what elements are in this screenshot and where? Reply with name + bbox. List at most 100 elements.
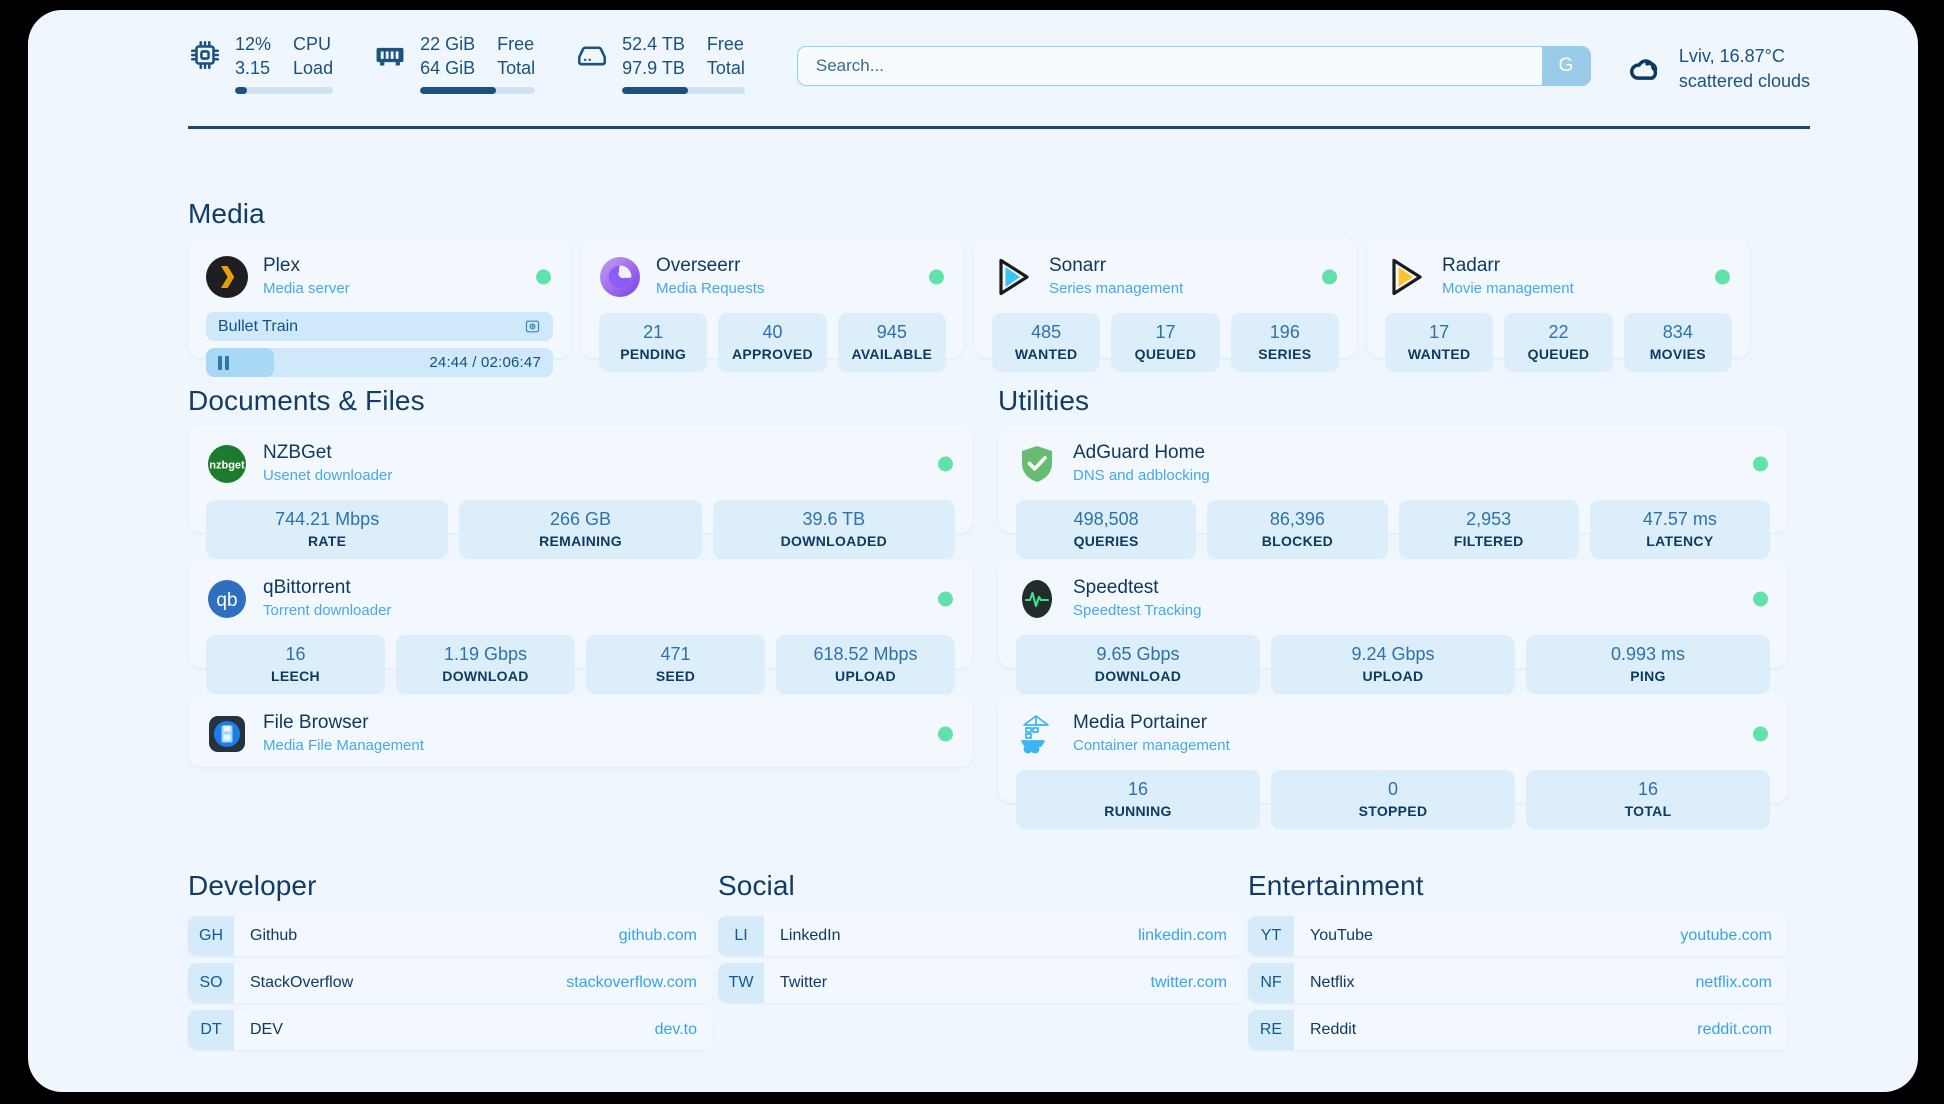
service-card[interactable]: qb qBittorrent Torrent downloader 16 LEE… — [188, 560, 973, 694]
stat-tile[interactable]: 266 GB REMAINING — [459, 500, 702, 559]
stat-tile-value: 266 GB — [549, 509, 612, 529]
stat-tile-label: MOVIES — [1649, 346, 1706, 362]
bookmark-item[interactable]: LI LinkedIn linkedin.com — [718, 916, 1243, 956]
bookmark-name: Reddit — [1310, 1021, 1357, 1038]
stat-tile[interactable]: 16 LEECH — [206, 635, 385, 694]
stat-tile[interactable]: 39.6 TB DOWNLOADED — [712, 500, 955, 559]
bookmark-group-title: Social — [718, 870, 795, 901]
status-indicator — [929, 269, 944, 284]
stat-tile[interactable]: 16 RUNNING — [1016, 770, 1260, 829]
service-card[interactable]: Plex Media server Bullet Train 24:44 / 0… — [188, 238, 571, 377]
stat-tile[interactable]: 485 WANTED — [992, 313, 1101, 372]
stat-tile[interactable]: 9.65 Gbps DOWNLOAD — [1016, 635, 1260, 694]
bookmark-item[interactable]: DT DEV dev.to — [188, 1010, 713, 1050]
stat-tile[interactable]: 2,953 FILTERED — [1398, 500, 1579, 559]
bookmark-url: stackoverflow.com — [566, 974, 697, 991]
status-indicator — [938, 726, 953, 741]
stat-tile-label: LEECH — [271, 668, 320, 684]
stat-tile-label: WANTED — [1407, 346, 1471, 362]
stat-tile-label: FILTERED — [1453, 533, 1524, 549]
bookmark-item[interactable]: SO StackOverflow stackoverflow.com — [188, 963, 713, 1003]
stat-tile-label: UPLOAD — [835, 668, 896, 684]
stat-tile-label: RATE — [308, 533, 347, 549]
app-name: Sonarr — [1049, 255, 1107, 276]
bookmark-url: github.com — [618, 927, 697, 944]
stat-tile[interactable]: 834 MOVIES — [1623, 313, 1732, 372]
ram-icon — [373, 38, 407, 72]
stat-tile[interactable]: 17 QUEUED — [1111, 313, 1220, 372]
radarr-icon — [1385, 256, 1427, 298]
stat-tile[interactable]: 1.19 Gbps DOWNLOAD — [396, 635, 575, 694]
service-card[interactable]: Sonarr Series management 485 WANTED 17 Q… — [974, 238, 1357, 372]
stat-tile[interactable]: 16 TOTAL — [1526, 770, 1770, 829]
now-playing-bar[interactable]: Bullet Train — [206, 312, 553, 341]
stat-tile[interactable]: 0.993 ms PING — [1526, 635, 1770, 694]
bookmark-badge: LI — [718, 916, 764, 956]
app-name: NZBGet — [263, 442, 332, 463]
bookmark-item[interactable]: YT YouTube youtube.com — [1248, 916, 1788, 956]
overseerr-icon — [599, 256, 641, 298]
playback-progress[interactable]: 24:44 / 02:06:47 — [206, 348, 553, 377]
header-bar: 12% 3.15 CPU Load 22 GiB 64 GiB Free — [188, 32, 1810, 122]
service-card[interactable]: nzbget NZBGet Usenet downloader 744.21 M… — [188, 425, 973, 559]
stat-tile[interactable]: 744.21 Mbps RATE — [206, 500, 449, 559]
stat-tile[interactable]: 618.52 Mbps UPLOAD — [776, 635, 955, 694]
stat-tile[interactable]: 17 WANTED — [1385, 313, 1494, 372]
search-submit-button[interactable]: G — [1541, 47, 1590, 85]
service-card[interactable]: Overseerr Media Requests 21 PENDING 40 A… — [581, 238, 964, 372]
service-card[interactable]: Speedtest Speedtest Tracking 9.65 Gbps D… — [998, 560, 1788, 694]
service-card[interactable]: Radarr Movie management 17 WANTED 22 QUE… — [1367, 238, 1750, 372]
stat-tile[interactable]: 498,508 QUERIES — [1016, 500, 1197, 559]
stat-tile[interactable]: 9.24 Gbps UPLOAD — [1271, 635, 1515, 694]
stat-tile[interactable]: 47.57 ms LATENCY — [1589, 500, 1770, 559]
stat-tile[interactable]: 86,396 BLOCKED — [1207, 500, 1388, 559]
bookmark-badge: TW — [718, 963, 764, 1003]
stat-tile-value: 498,508 — [1073, 509, 1139, 529]
app-subtitle: Usenet downloader — [263, 467, 393, 484]
bookmark-name: LinkedIn — [780, 927, 841, 944]
bookmark-item[interactable]: GH Github github.com — [188, 916, 713, 956]
plex-icon — [206, 255, 248, 298]
bookmark-group-title: Developer — [188, 870, 317, 901]
stat-tile-label: QUERIES — [1073, 533, 1139, 549]
stat-tile-value: 16 — [1127, 779, 1149, 799]
stat-value-primary: 12% — [235, 34, 272, 54]
bookmark-item[interactable]: TW Twitter twitter.com — [718, 963, 1243, 1003]
search-input[interactable] — [797, 47, 1542, 85]
app-name: Overseerr — [656, 255, 741, 276]
service-card[interactable]: Media Portainer Container management 16 … — [998, 695, 1788, 829]
service-card[interactable]: File Browser Media File Management — [188, 695, 973, 767]
section-title-media: Media — [188, 198, 265, 229]
bookmark-name: Twitter — [780, 974, 828, 991]
stat-tile[interactable]: 196 SERIES — [1230, 313, 1339, 372]
stat-tile-label: TOTAL — [1624, 803, 1672, 819]
app-subtitle: Speedtest Tracking — [1073, 602, 1202, 619]
system-stat-ram: 22 GiB 64 GiB Free Total — [373, 32, 536, 94]
stat-tile-label: SERIES — [1258, 346, 1312, 362]
app-subtitle: Container management — [1073, 737, 1230, 754]
stat-tile-value: 17 — [1429, 322, 1450, 342]
app-name: Plex — [263, 255, 300, 276]
bookmark-name: Netflix — [1310, 974, 1355, 991]
search-bar[interactable]: G — [796, 46, 1591, 86]
bookmark-item[interactable]: RE Reddit reddit.com — [1248, 1010, 1788, 1050]
app-name: Speedtest — [1073, 577, 1159, 598]
status-indicator — [938, 456, 953, 471]
stat-tile[interactable]: 0 STOPPED — [1271, 770, 1515, 829]
stat-tile-value: 22 — [1548, 322, 1569, 342]
stat-tile-value: 86,396 — [1269, 509, 1325, 529]
service-card[interactable]: AdGuard Home DNS and adblocking 498,508 … — [998, 425, 1788, 559]
weather-condition: scattered clouds — [1678, 71, 1810, 91]
cast-icon[interactable] — [524, 318, 541, 335]
stat-tile[interactable]: 40 APPROVED — [718, 313, 827, 372]
bookmark-url: twitter.com — [1150, 974, 1227, 991]
stat-tile-label: REMAINING — [539, 533, 622, 549]
bookmark-name: YouTube — [1310, 927, 1373, 944]
bookmark-item[interactable]: NF Netflix netflix.com — [1248, 963, 1788, 1003]
stat-tile[interactable]: 22 QUEUED — [1504, 313, 1613, 372]
stat-tile[interactable]: 945 AVAILABLE — [837, 313, 946, 372]
stat-tile[interactable]: 471 SEED — [586, 635, 765, 694]
pause-icon[interactable] — [218, 355, 229, 370]
stat-tile[interactable]: 21 PENDING — [599, 313, 708, 372]
stat-value-secondary: 97.9 TB — [622, 58, 685, 78]
